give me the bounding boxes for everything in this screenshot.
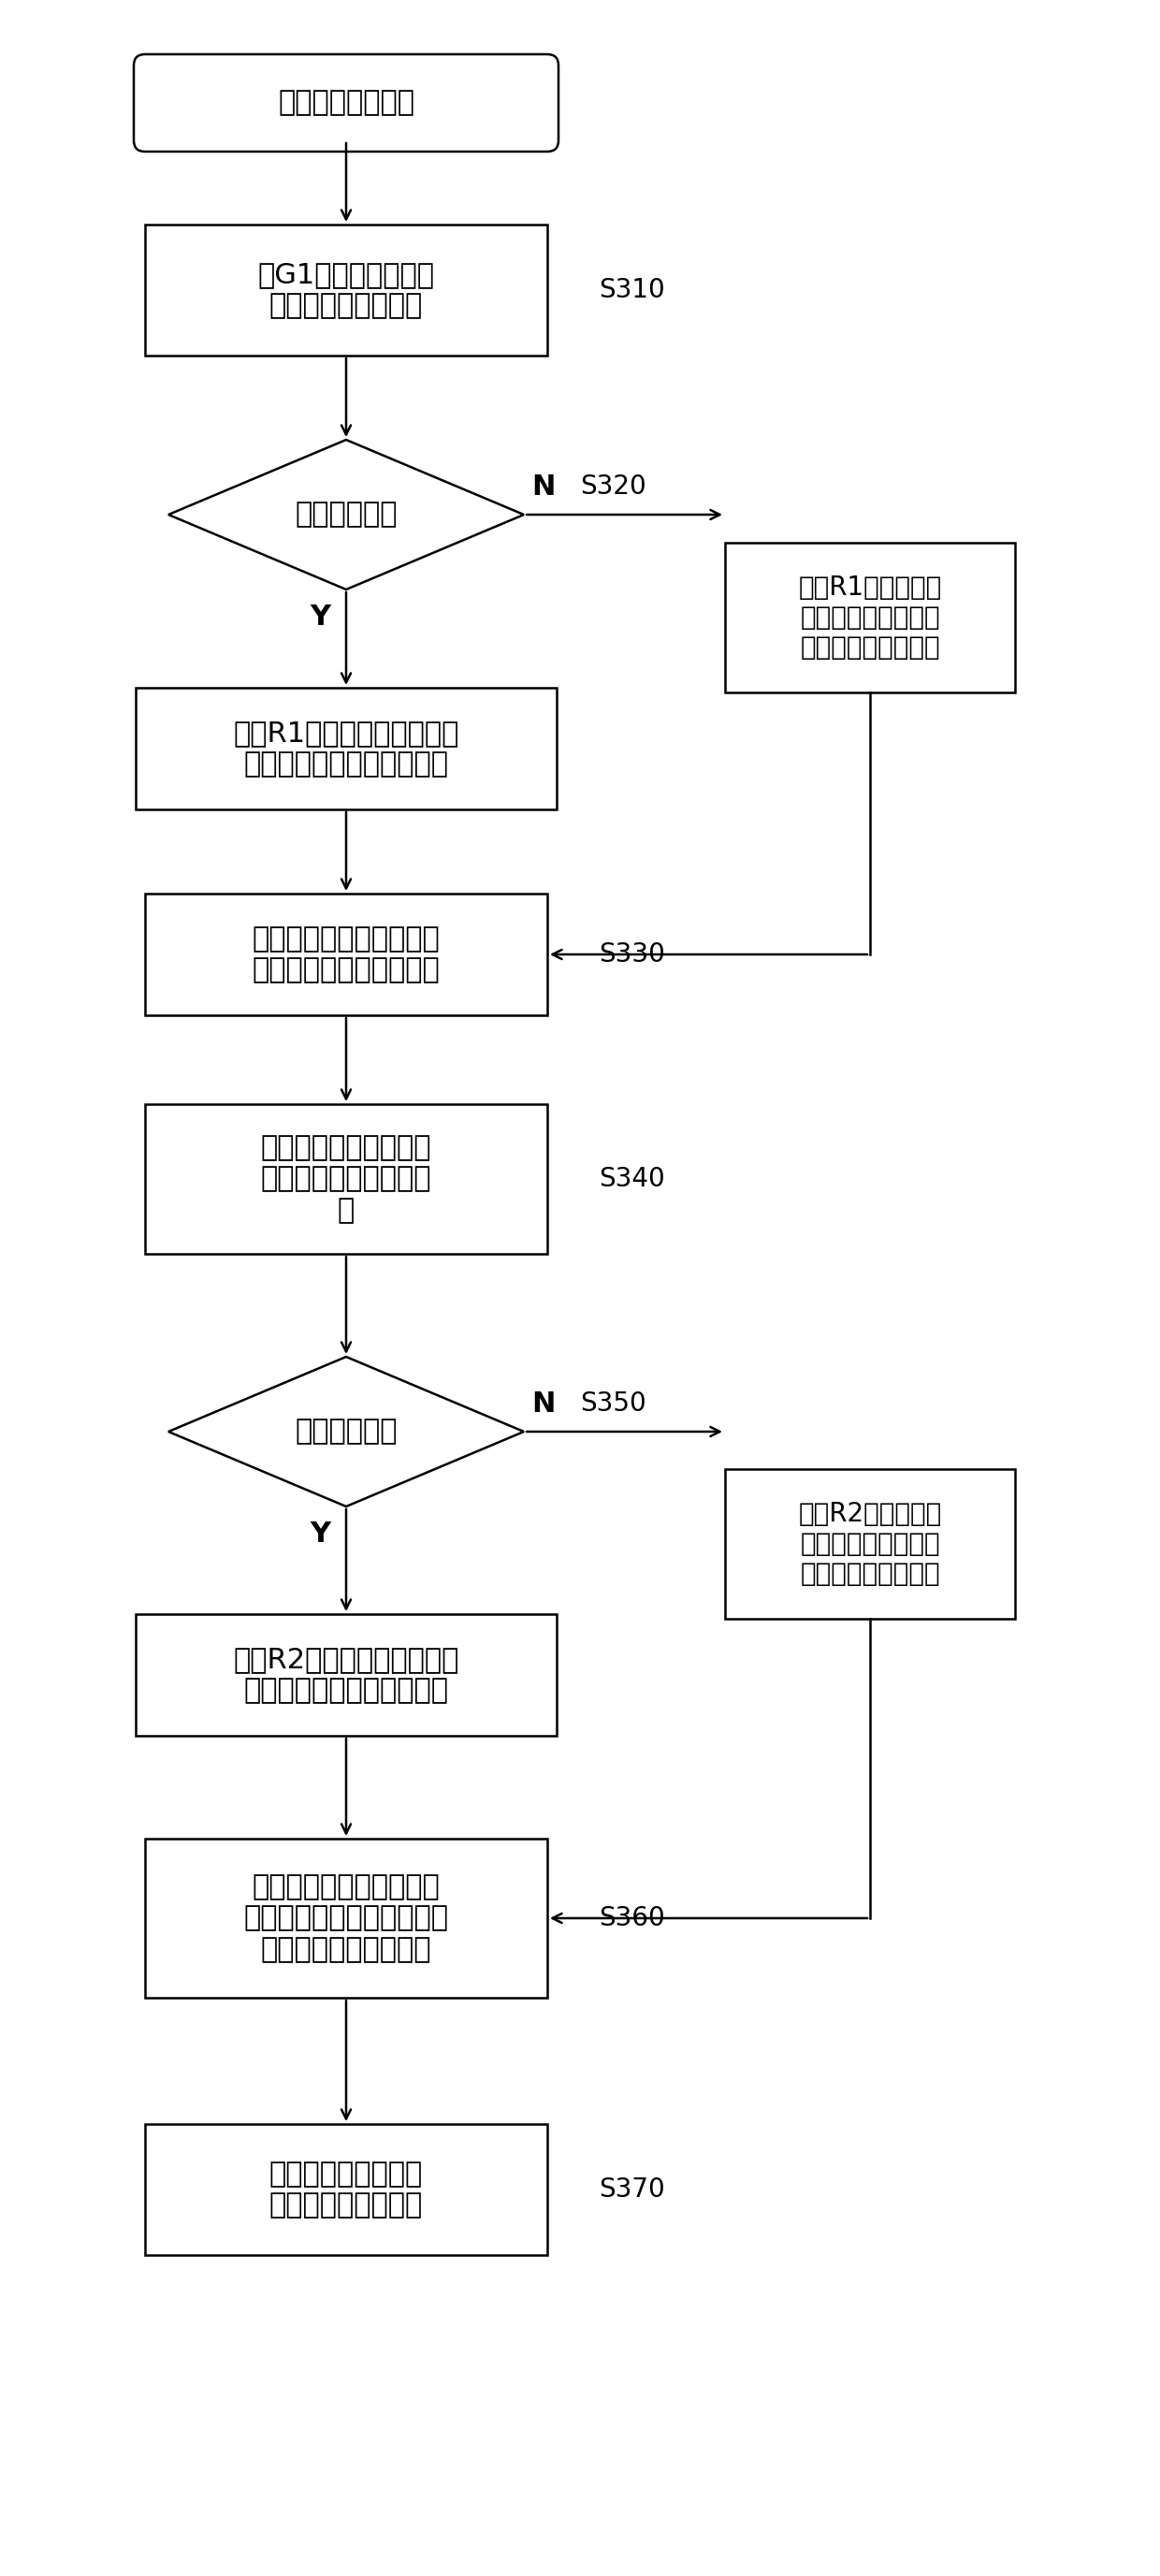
Text: S320: S320 <box>580 474 646 500</box>
Text: S350: S350 <box>580 1391 646 1417</box>
Bar <box>136 1615 557 1736</box>
Bar <box>145 224 548 355</box>
Text: N: N <box>531 474 556 500</box>
Text: 标记R1为被占用状态；记录
第二块板坯头所在辊道编号: 标记R1为被占用状态；记录 第二块板坯头所在辊道编号 <box>233 719 459 778</box>
Bar <box>136 688 557 809</box>
Text: 计算第一块板坯占用辊道
数，若为反向轧制，按预计
出口长度增加预留辊道: 计算第一块板坯占用辊道 数，若为反向轧制，按预计 出口长度增加预留辊道 <box>244 1873 449 1963</box>
Text: S330: S330 <box>599 940 665 969</box>
Text: 计算第二块板坯占用辊道
数，并增加一组预留辊道: 计算第二块板坯占用辊道 数，并增加一组预留辊道 <box>252 925 440 984</box>
Text: 只有尾信号？: 只有尾信号？ <box>295 1417 398 1445</box>
Bar <box>145 1839 548 1999</box>
Bar <box>725 1468 1015 1618</box>
FancyBboxPatch shape <box>133 54 558 152</box>
Text: Y: Y <box>310 603 331 631</box>
Text: 标记R2为未被占用
状态；记录第二块板
坯头尾所在辊道编号: 标记R2为未被占用 状态；记录第二块板 坯头尾所在辊道编号 <box>798 1499 942 1587</box>
Text: S360: S360 <box>599 1906 665 1932</box>
Bar <box>145 894 548 1015</box>
Polygon shape <box>168 440 524 590</box>
Bar <box>145 1105 548 1255</box>
Text: 从末组辊道开始逆序查
询第一块板坯的头尾信
号: 从末组辊道开始逆序查 询第一块板坯的头尾信 号 <box>261 1133 432 1224</box>
Text: S310: S310 <box>599 278 665 304</box>
Text: 标记R2为被占用状态；记录
第一块板坯头所在辊道编号: 标记R2为被占用状态；记录 第一块板坯头所在辊道编号 <box>233 1646 459 1705</box>
Text: 标记R1为未被占用
状态；记录第二块板
坯头尾所在辊道编号: 标记R1为未被占用 状态；记录第二块板 坯头尾所在辊道编号 <box>798 574 942 662</box>
Text: 确定辊道控制范围: 确定辊道控制范围 <box>278 90 414 116</box>
Text: S340: S340 <box>599 1167 665 1193</box>
Text: Y: Y <box>310 1520 331 1548</box>
Polygon shape <box>168 1358 524 1507</box>
Bar <box>145 2125 548 2254</box>
Text: 只有头信号？: 只有头信号？ <box>295 502 398 528</box>
Bar <box>725 544 1015 693</box>
Text: S370: S370 <box>599 2177 665 2202</box>
Text: 计算第一与第二块板
坯之间的空闲辊道数: 计算第一与第二块板 坯之间的空闲辊道数 <box>269 2161 423 2218</box>
Text: 从G1开始顺次查询第
二块板坯的头尾信号: 从G1开始顺次查询第 二块板坯的头尾信号 <box>258 260 435 319</box>
Text: N: N <box>531 1391 556 1417</box>
